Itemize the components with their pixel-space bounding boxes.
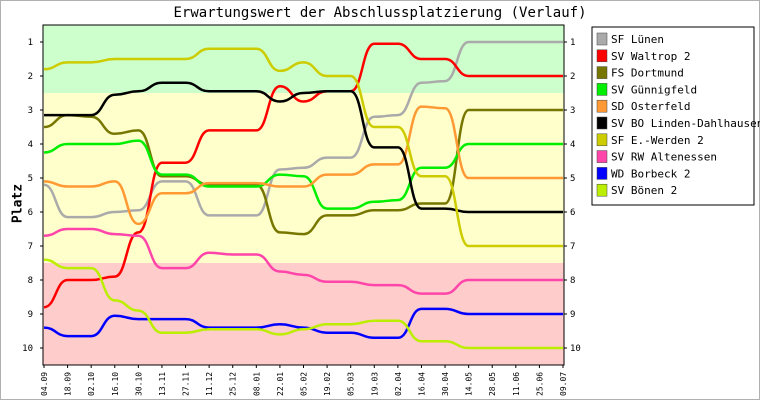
legend-swatch <box>596 49 608 63</box>
legend-swatch <box>596 66 608 79</box>
legend-label: SV BO Linden-Dahlhausen <box>611 117 760 130</box>
y-tick-label-left: 2 <box>28 72 33 82</box>
y-tick-label-right: 9 <box>570 310 575 320</box>
legend-box <box>591 26 755 206</box>
legend-label: FS Dortmund <box>611 67 684 80</box>
y-tick-label-right: 2 <box>570 72 575 82</box>
series-line-2 <box>43 42 563 309</box>
y-tick-label-right: 5 <box>570 174 575 184</box>
x-tick-label: 02.04 <box>394 372 403 396</box>
legend-swatch <box>596 83 608 96</box>
y-tick-label-right: 6 <box>570 208 575 218</box>
y-tick-label-right: 7 <box>570 242 575 252</box>
y-tick-label-left: 7 <box>28 242 33 252</box>
x-tick-label: 25.12 <box>229 372 238 396</box>
legend-label: SV Bönen 2 <box>611 184 677 197</box>
y-tick-label-right: 8 <box>570 276 575 286</box>
x-tick-label: 02.10 <box>87 372 96 396</box>
series-line-10 <box>43 258 563 350</box>
legend-swatch <box>596 32 608 46</box>
x-tick-label: 11.12 <box>205 372 214 396</box>
y-tick-label-left: 10 <box>22 344 33 354</box>
x-tick-label: 05.02 <box>300 372 309 396</box>
y-tick-label-right: 1 <box>570 38 575 48</box>
legend-label: WD Borbeck 2 <box>611 167 690 180</box>
x-tick-label: 09.07 <box>559 372 568 396</box>
legend-label: SF Lünen <box>611 33 664 46</box>
legend-swatch <box>596 99 608 113</box>
legend-label: SV Waltrop 2 <box>611 50 690 63</box>
series-line-5 <box>43 105 563 226</box>
x-tick-label: 08.01 <box>252 372 261 396</box>
y-ticks-right: 1 2 3 4 5 6 7 8 9 10 <box>564 38 581 354</box>
chart-title: Erwartungswert der Abschlussplatzierung … <box>173 5 587 21</box>
x-tick-label: 14.05 <box>465 372 474 396</box>
series-line-3 <box>43 108 563 236</box>
x-tick-label: 05.03 <box>347 372 356 396</box>
x-tick-label: 25.06 <box>535 372 544 396</box>
x-tick-label: 04.09 <box>40 372 49 396</box>
series-line-9 <box>43 307 563 340</box>
y-tick-label-right: 3 <box>570 106 575 116</box>
y-tick-label-left: 5 <box>28 174 33 184</box>
x-tick-label: 19.03 <box>370 372 379 396</box>
legend-swatch <box>596 116 608 130</box>
series-line-4 <box>43 139 563 210</box>
x-tick-label: 30.10 <box>134 372 143 396</box>
x-tick-label: 30.04 <box>441 372 450 396</box>
y-tick-label-left: 9 <box>28 310 33 320</box>
y-tick-label-left: 1 <box>28 38 33 48</box>
y-tick-label-left: 4 <box>28 140 33 150</box>
x-tick-label: 18.09 <box>64 372 73 396</box>
legend-swatch <box>596 183 608 197</box>
series-line-8 <box>43 227 563 295</box>
series-lines <box>43 40 563 350</box>
y-tick-label-left: 8 <box>28 276 33 286</box>
x-tick-label: 27.11 <box>182 372 191 396</box>
y-tick-label-left: 6 <box>28 208 33 218</box>
x-tick-label: 28.05 <box>488 372 497 396</box>
y-ticks-left: 1 2 3 4 5 6 7 8 9 10 <box>22 38 43 354</box>
legend-swatch <box>596 133 608 147</box>
y-tick-label-right: 10 <box>570 344 581 354</box>
legend-label: SD Osterfeld <box>611 100 690 113</box>
x-ticks: 04.09 18.09 02.10 16.10 30.10 13.11 27.11 11.12… <box>40 365 568 396</box>
x-tick-label: 16.10 <box>111 372 120 396</box>
series-line-1 <box>43 40 563 219</box>
legend-label: SV RW Altenessen <box>611 151 717 164</box>
x-tick-label: 13.11 <box>158 372 167 396</box>
legend-swatch <box>596 167 608 180</box>
y-tick-label-right: 4 <box>570 140 575 150</box>
x-tick-label: 16.04 <box>417 372 426 396</box>
legend-label: SV Günnigfeld <box>611 83 697 96</box>
x-tick-label: 11.06 <box>512 372 521 396</box>
series-line-6 <box>44 81 563 214</box>
legend-swatch <box>596 150 608 163</box>
legend: SF Lünen SV Waltrop 2 FS Dortmund SV Günnig… <box>591 26 760 206</box>
y-tick-label-left: 3 <box>28 106 33 116</box>
x-tick-label: 19.02 <box>323 372 332 396</box>
series-line-7 <box>43 47 563 248</box>
x-tick-label: 22.01 <box>276 372 285 396</box>
legend-label: SF E.-Werden 2 <box>611 134 704 147</box>
